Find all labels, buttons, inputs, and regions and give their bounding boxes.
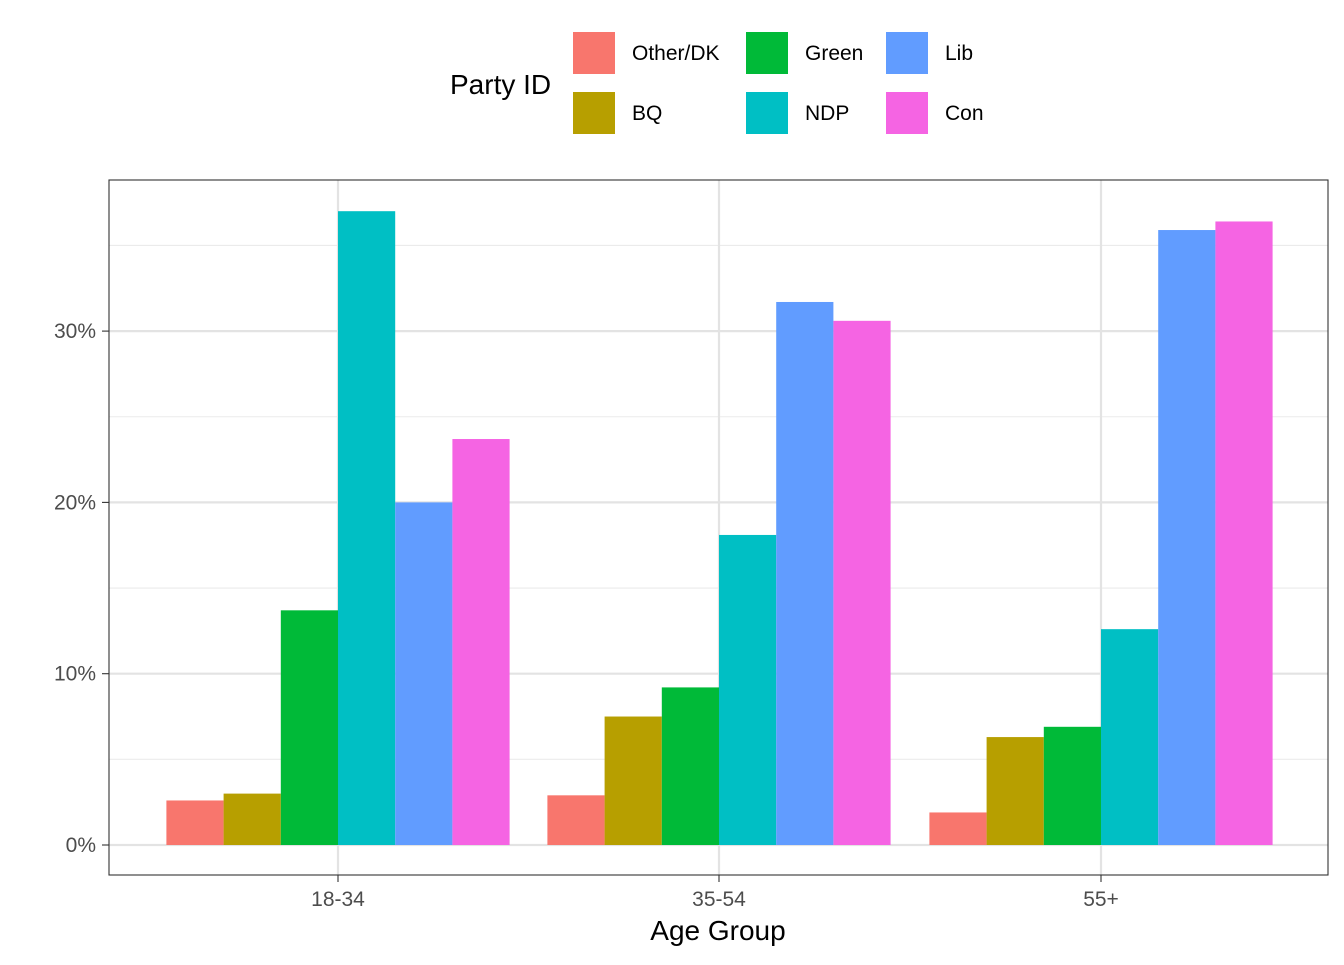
bar [604,716,662,845]
legend-label: Con [945,102,984,125]
axes: 0% 10% 20% 30% 18-34 35-54 55+ [54,320,1119,911]
bar [452,439,510,845]
legend-label: Lib [945,42,973,65]
bar [338,211,396,845]
x-tick-label: 18-34 [311,888,365,911]
legend-label: Other/DK [632,42,720,65]
bar [986,737,1044,845]
x-tick-label: 35-54 [692,888,746,911]
bars [166,211,1273,845]
bar [223,793,281,845]
bar [1158,230,1216,845]
x-axis-title: Age Group [650,915,785,946]
legend-label: NDP [805,102,849,125]
y-tick-label: 10% [54,663,96,686]
bar [661,687,719,845]
bar [1043,726,1101,845]
bar [1101,629,1159,845]
legend-label: BQ [632,102,662,125]
legend-key [746,32,788,74]
legend: Party ID Other/DK BQ Green NDP Lib Con [450,32,984,134]
x-tick-label: 55+ [1083,888,1119,911]
bar [719,534,777,845]
y-tick-label: 0% [66,834,96,857]
bar [1215,221,1273,845]
legend-key [746,92,788,134]
bar [395,502,453,845]
legend-title: Party ID [450,69,551,100]
bar [547,795,605,845]
bar [776,301,834,845]
y-tick-label: 30% [54,320,96,343]
y-tick-label: 20% [54,491,96,514]
legend-key [573,32,615,74]
legend-label: Green [805,42,863,65]
bar [929,812,987,845]
bar [833,320,891,845]
bar [166,800,224,845]
legend-key [573,92,615,134]
legend-key [886,32,928,74]
legend-key [886,92,928,134]
bar [280,610,338,845]
